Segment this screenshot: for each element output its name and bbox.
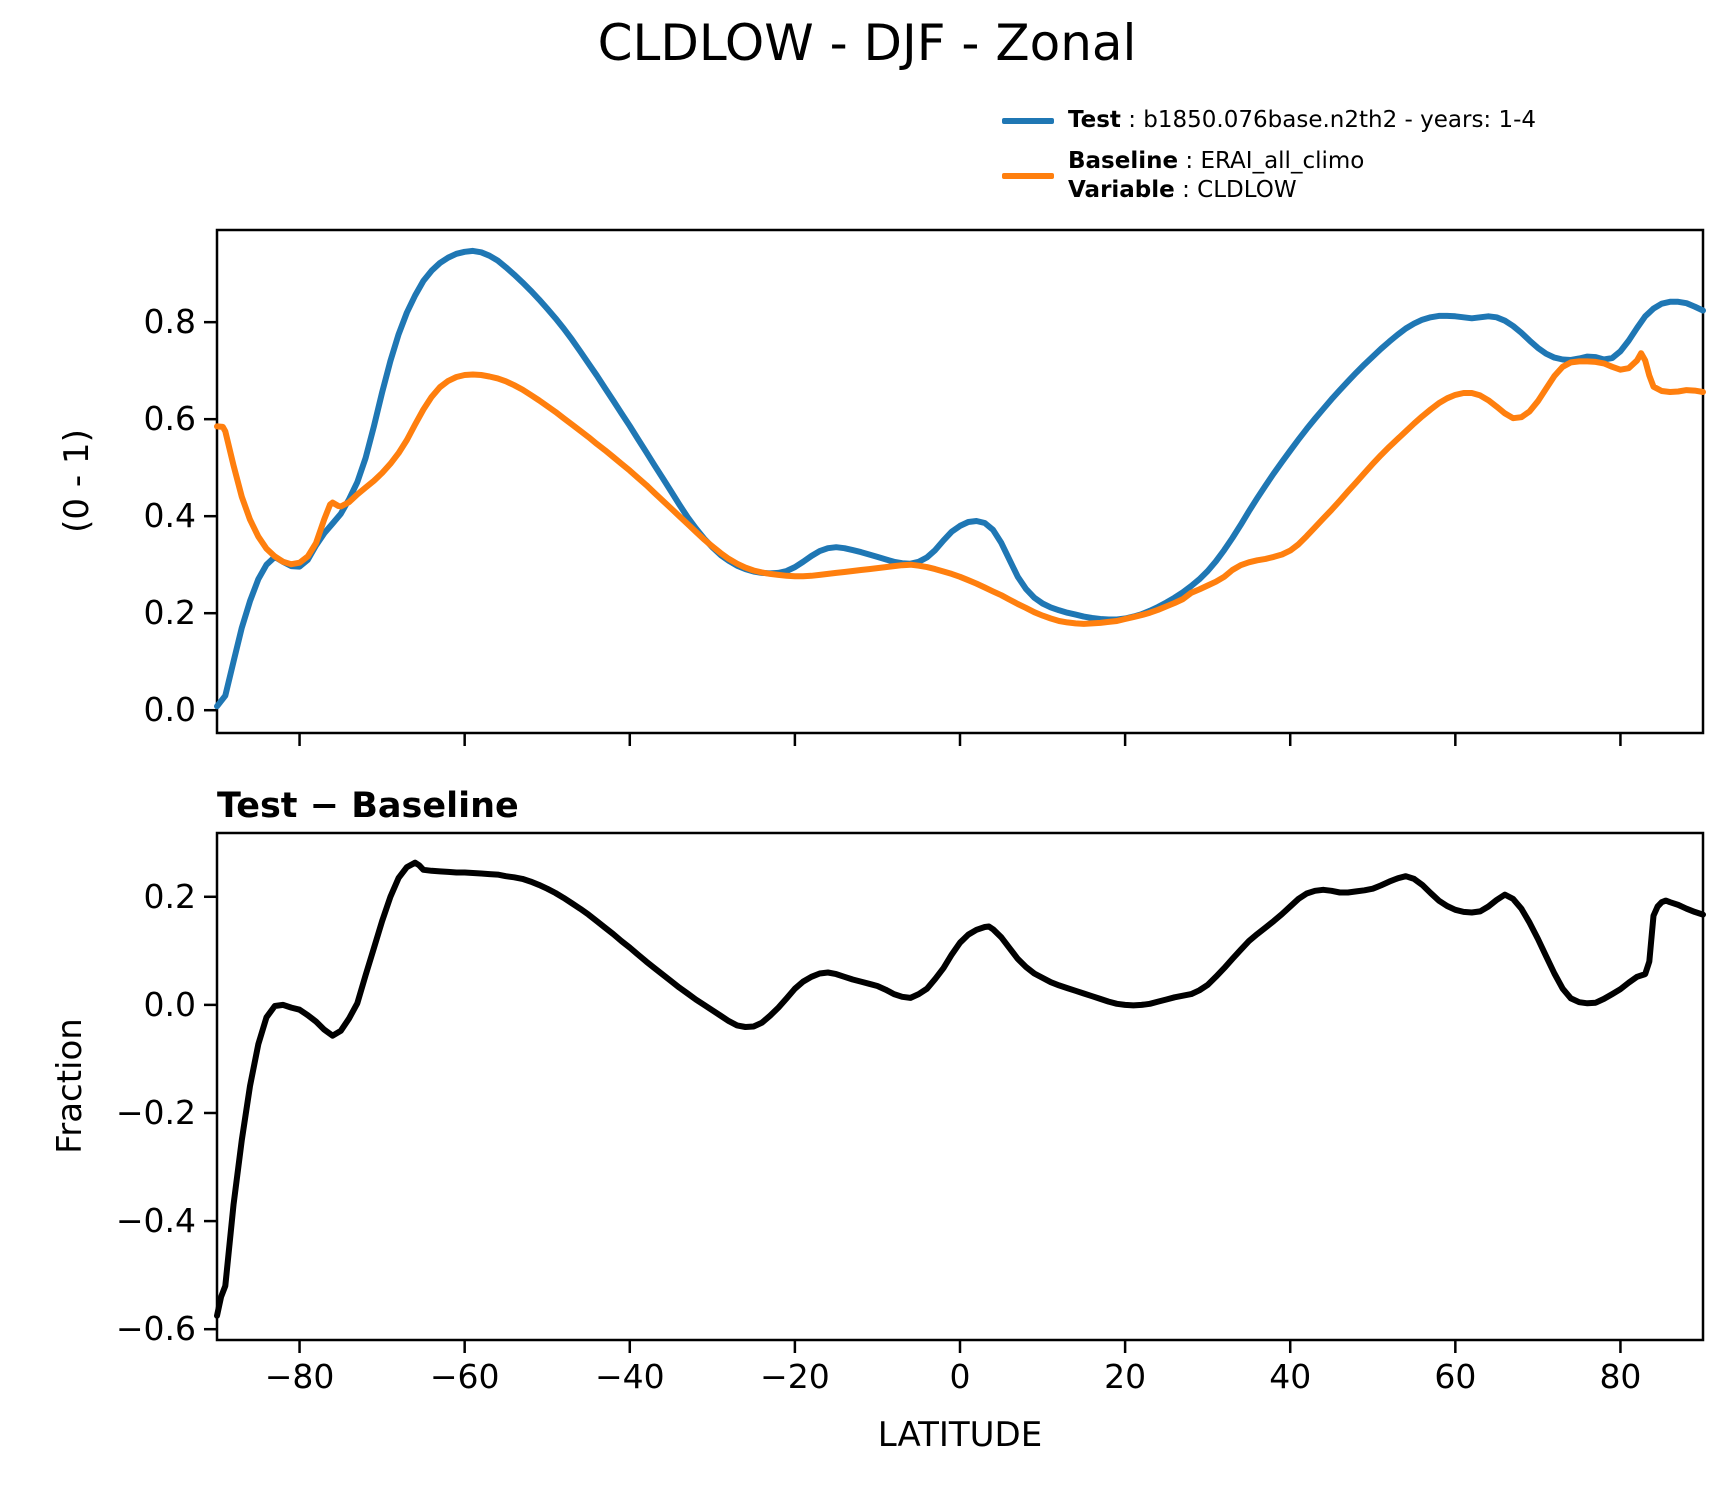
legend-label-value: : ERAI_all_climo: [1178, 148, 1365, 174]
legend-label-key: Test: [1068, 107, 1121, 133]
figure-title: CLDLOW - DJF - Zonal: [597, 14, 1137, 72]
x-tick-label: −80: [265, 1357, 335, 1396]
y-tick-label: 0.0: [144, 690, 196, 729]
legend-entry-label: Baseline : ERAI_all_climo Variable : CLDL…: [1068, 147, 1364, 205]
y-tick-label: 0.2: [144, 593, 196, 632]
x-tick-label: 80: [1599, 1357, 1641, 1396]
legend-label-value: : CLDLOW: [1174, 177, 1297, 203]
series-line-ff7f0e: [214, 350, 1706, 627]
legend-label-value: : b1850.076base.n2th2 - years: 1-4: [1120, 107, 1537, 133]
x-tick-label: −60: [430, 1357, 500, 1396]
x-tick-label: 60: [1434, 1357, 1476, 1396]
legend-entry: Test : b1850.076base.n2th2 - years: 1-4: [1002, 106, 1536, 135]
x-tick-label: 40: [1269, 1357, 1311, 1396]
series-line-1f77b4: [214, 247, 1706, 710]
top-panel-ylabel: (0 - 1): [57, 429, 97, 533]
legend: Test : b1850.076base.n2th2 - years: 1-4 B…: [1002, 106, 1536, 205]
x-tick-label: 0: [950, 1357, 971, 1396]
bottom-panel-ylabel: Fraction: [50, 1018, 90, 1154]
y-tick-label: 0.4: [144, 496, 196, 535]
y-tick-label: 0.8: [144, 302, 196, 341]
x-tick-label: 20: [1104, 1357, 1146, 1396]
y-tick-label: 0.0: [144, 985, 196, 1024]
xaxis-label: LATITUDE: [877, 1415, 1043, 1455]
legend-label-key: Baseline: [1068, 148, 1179, 174]
y-tick-label: −0.6: [116, 1309, 196, 1348]
legend-label-key: Variable: [1068, 177, 1175, 203]
legend-entry-label: Test : b1850.076base.n2th2 - years: 1-4: [1068, 106, 1536, 135]
y-tick-label: −0.2: [116, 1093, 196, 1132]
legend-entry: Baseline : ERAI_all_climo Variable : CLDL…: [1002, 147, 1536, 205]
legend-line-swatch: [1002, 173, 1054, 179]
y-tick-label: −0.4: [116, 1201, 196, 1240]
x-tick-label: −20: [760, 1357, 830, 1396]
y-tick-label: 0.6: [144, 399, 196, 438]
panel-frame: [215, 228, 1705, 735]
legend-line-swatch: [1002, 117, 1054, 124]
series-line-000000: [214, 859, 1706, 1319]
x-tick-label: −40: [595, 1357, 665, 1396]
difference-panel-title: Test − Baseline: [217, 786, 519, 826]
y-tick-label: 0.2: [144, 877, 196, 916]
